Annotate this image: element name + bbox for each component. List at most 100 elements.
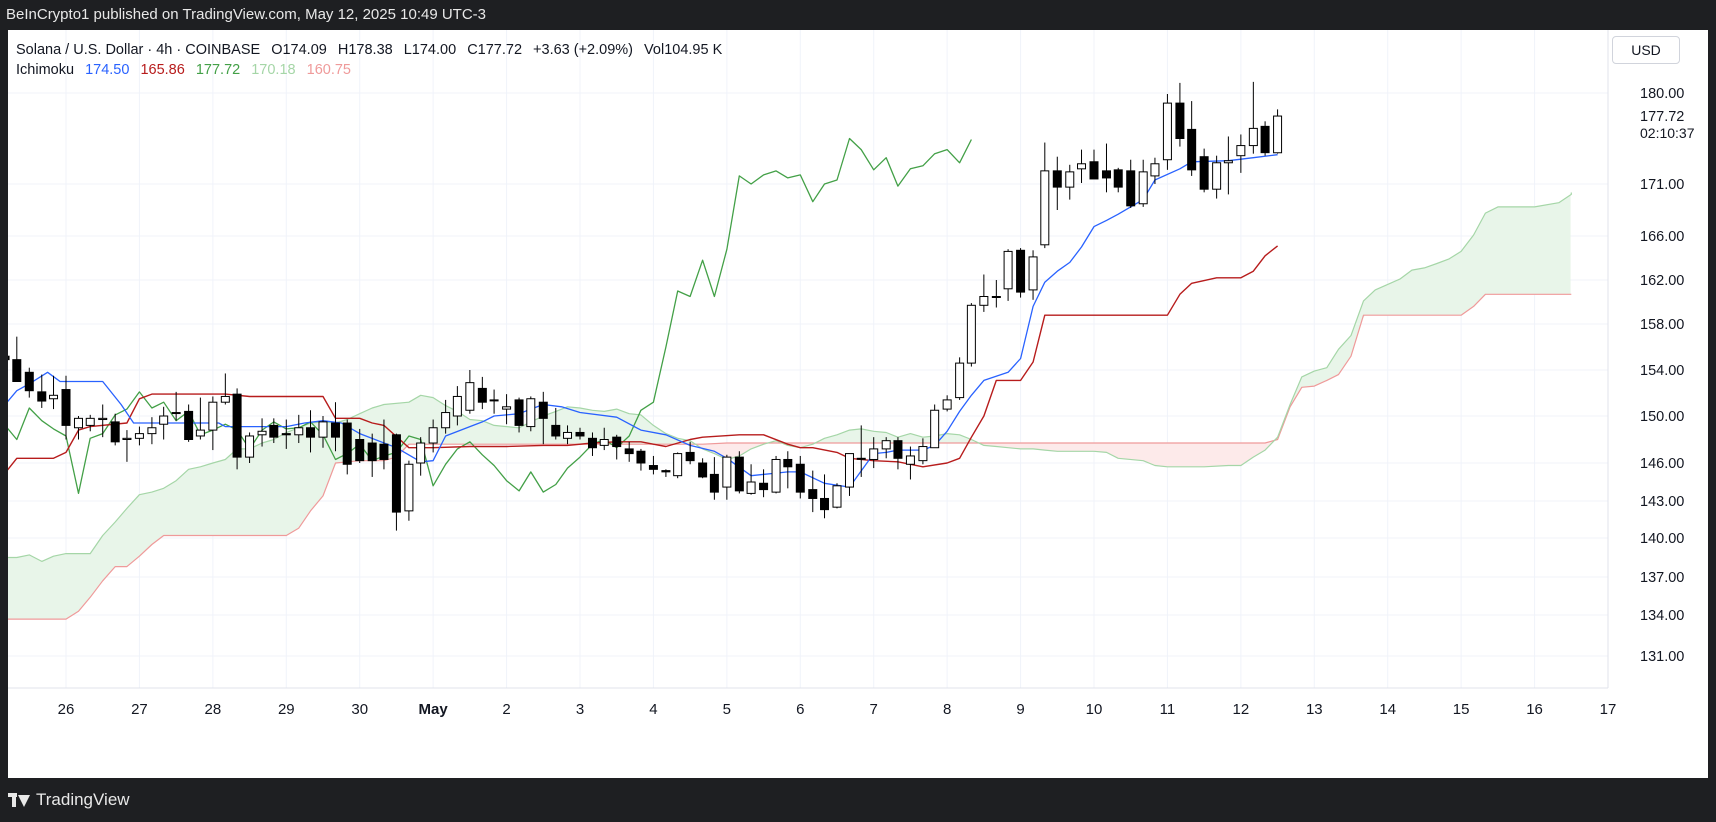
candle xyxy=(245,432,255,463)
candle xyxy=(1028,250,1038,300)
bullish-cloud xyxy=(1276,194,1571,440)
tradingview-brand[interactable]: TradingView xyxy=(8,790,130,810)
candle xyxy=(856,425,866,477)
candle-body xyxy=(98,417,108,421)
candle xyxy=(942,395,952,412)
brand-label: TradingView xyxy=(36,790,130,809)
indicator-label[interactable]: Ichimoku xyxy=(16,62,75,78)
candle xyxy=(1212,155,1222,199)
candle xyxy=(599,427,609,451)
time-tick-label: 3 xyxy=(576,701,584,718)
currency-button[interactable]: USD xyxy=(1612,36,1680,64)
candle-body xyxy=(1113,169,1123,188)
candle-body xyxy=(1273,115,1283,154)
last-price-label: 177.72 xyxy=(1640,109,1684,125)
candle xyxy=(1126,159,1136,208)
candle-body xyxy=(379,443,389,460)
candle-body xyxy=(477,387,487,403)
close-value: C177.72 xyxy=(467,42,523,58)
candle xyxy=(85,414,95,432)
candle-body xyxy=(367,442,377,462)
candle xyxy=(1016,248,1026,298)
candle xyxy=(930,404,940,449)
high-value: H178.38 xyxy=(337,42,393,58)
symbol-label[interactable]: Solana / U.S. Dollar · 4h · COINBASE xyxy=(16,42,261,58)
candle-body xyxy=(171,412,181,415)
candle xyxy=(269,418,279,444)
time-tick-label: 28 xyxy=(205,701,222,718)
candle xyxy=(832,483,842,509)
candle-body xyxy=(257,430,267,436)
candle-body xyxy=(979,296,989,306)
tradingview-logo-icon xyxy=(8,793,30,807)
time-tick-label: 6 xyxy=(796,701,804,718)
candle-body xyxy=(771,458,781,493)
candle-body xyxy=(1248,127,1258,147)
candle xyxy=(709,457,719,500)
candle xyxy=(1113,167,1123,193)
candle-body xyxy=(1016,249,1026,293)
time-tick-label: 27 xyxy=(131,701,148,718)
chart-panel[interactable]: 131.00 134.00 137.00 140.00 143.00 146.00 150.… xyxy=(8,30,1708,778)
candle xyxy=(24,367,34,398)
candle xyxy=(355,428,365,463)
candle-body xyxy=(624,448,634,455)
candle xyxy=(330,402,340,452)
candle-body xyxy=(1089,161,1099,180)
candle xyxy=(612,434,622,460)
candle xyxy=(367,433,377,477)
candle xyxy=(795,455,805,499)
candle xyxy=(416,437,426,476)
candle xyxy=(110,413,120,446)
candle-body xyxy=(795,463,805,493)
time-tick-label: 8 xyxy=(943,701,951,718)
candle xyxy=(881,437,891,459)
candle xyxy=(783,451,793,489)
candle xyxy=(1150,157,1160,184)
candle-body xyxy=(1003,250,1013,290)
candle xyxy=(1175,82,1185,147)
candle xyxy=(1260,121,1270,156)
candle xyxy=(587,432,597,456)
candle-body xyxy=(869,448,879,460)
time-tick-label: 26 xyxy=(58,701,75,718)
lagging-value: 177.72 xyxy=(195,62,241,78)
candle xyxy=(734,451,744,494)
candle-body xyxy=(184,410,194,440)
candle xyxy=(661,469,671,477)
candle xyxy=(844,453,854,496)
candle xyxy=(1052,156,1062,210)
candle-body xyxy=(1212,162,1222,190)
price-chart[interactable]: 131.00 134.00 137.00 140.00 143.00 146.00 150.… xyxy=(8,30,1708,778)
candle-body xyxy=(208,401,218,431)
candle-body xyxy=(1052,170,1062,188)
candle xyxy=(905,446,915,480)
price-tick-label: 150.00 xyxy=(1640,409,1684,425)
candle-body xyxy=(355,439,365,462)
change-value: +3.63 (+2.09%) xyxy=(533,42,634,58)
candle-body xyxy=(844,453,854,488)
candle xyxy=(1187,101,1197,176)
candle-body xyxy=(563,431,573,439)
price-tick-label: 158.00 xyxy=(1640,317,1684,333)
candle xyxy=(452,386,462,426)
publisher-text: BeInCrypto1 published on TradingView.com… xyxy=(6,6,486,23)
candle xyxy=(636,448,646,471)
candle xyxy=(171,391,181,421)
candle-body xyxy=(1223,160,1233,164)
candle xyxy=(122,430,132,462)
time-tick-label: 10 xyxy=(1086,701,1103,718)
candle-body xyxy=(746,481,756,494)
candle-body xyxy=(856,457,866,460)
candle-body xyxy=(1260,125,1270,154)
candle-body xyxy=(673,453,683,477)
footer-bar: TradingView xyxy=(0,778,1716,822)
candle-body xyxy=(220,395,230,403)
price-tick-label: 137.00 xyxy=(1640,570,1684,586)
bearish-cloud xyxy=(980,437,1277,467)
time-tick-label: 30 xyxy=(351,701,368,718)
candle xyxy=(37,374,47,408)
candle-body xyxy=(1028,256,1038,291)
candle-body xyxy=(85,417,95,426)
candle xyxy=(624,441,634,462)
